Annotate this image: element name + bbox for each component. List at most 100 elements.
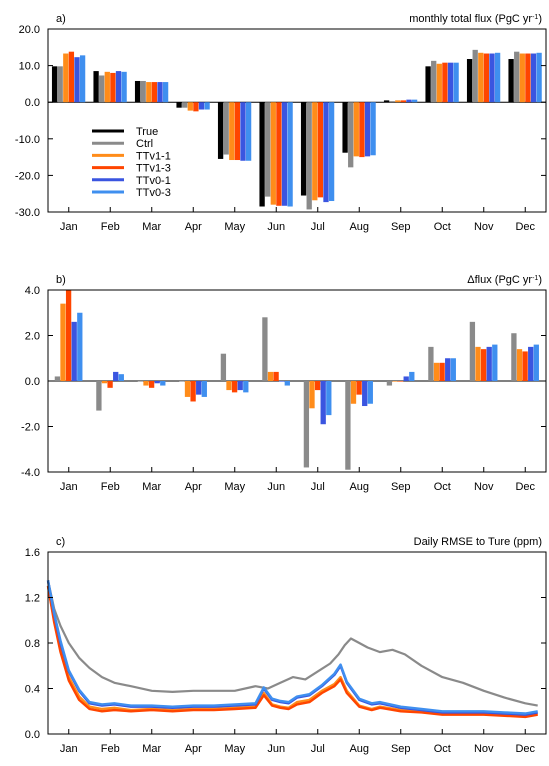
y-tick-label: -30.0: [15, 207, 40, 219]
lines: [46, 580, 538, 719]
y-tick-label: 20.0: [19, 24, 40, 36]
y-tick-label: -10.0: [15, 134, 40, 146]
bar-ttv1-3-sep: [397, 381, 404, 382]
bar-ctrl-apr: [179, 381, 185, 382]
legend-label: TTv1-3: [136, 163, 171, 175]
bar-ttv1-3-jan: [68, 51, 75, 103]
panel-title: Δflux (PgC yr-1): [467, 274, 542, 286]
bar-ttv1-3-feb: [110, 72, 116, 103]
x-tick-label: Jul: [311, 743, 325, 755]
panel-label: b): [56, 274, 66, 286]
x-tick-label: Apr: [185, 743, 202, 755]
bar-ttv0-3-sep: [409, 371, 415, 381]
bar-true-jun: [259, 102, 265, 207]
bar-ttv1-1-mar: [143, 381, 149, 386]
y-tick-label: -2.0: [21, 422, 40, 434]
bar-ttv1-1-nov: [478, 52, 484, 103]
bar-ttv1-3-jul: [317, 102, 324, 198]
bar-ttv1-1-jun: [267, 371, 274, 381]
bar-true-dec: [508, 59, 514, 103]
x-tick-label: Sep: [391, 221, 411, 233]
bar-ttv1-1-jul: [312, 102, 318, 201]
bar-true-feb: [93, 71, 99, 103]
bar-true-may: [217, 102, 224, 159]
bar-ctrl-sep: [386, 381, 393, 386]
bar-ttv0-3-aug: [370, 102, 376, 156]
bar-ttv1-3-jun: [273, 371, 279, 381]
bar-ttv0-1-feb: [115, 71, 122, 103]
bar-ttv1-1-feb: [104, 71, 110, 103]
bar-ctrl-jan: [57, 66, 63, 103]
bar-ctrl-nov: [472, 49, 478, 103]
x-tick-label: May: [224, 743, 245, 755]
bar-ttv0-1-feb: [113, 371, 119, 381]
x-tick-label: Apr: [185, 221, 202, 233]
x-tick-label: Jun: [267, 743, 285, 755]
bar-ttv0-1-nov: [489, 53, 495, 103]
bars: [51, 49, 542, 210]
x-tick-label: Feb: [101, 221, 120, 233]
bar-ttv0-1-dec: [528, 346, 534, 381]
bar-ttv0-1-jul: [320, 381, 326, 425]
x-tick-label: Mar: [142, 481, 161, 493]
bar-ttv0-3-jun: [284, 381, 290, 386]
x-tick-label: Jul: [311, 221, 325, 233]
y-tick-label: 0.0: [25, 376, 40, 388]
bar-ttv0-1-sep: [403, 376, 409, 381]
bar-ttv0-1-nov: [486, 346, 492, 381]
y-tick-label: 10.0: [19, 61, 40, 73]
bar-ttv1-1-may: [229, 102, 235, 161]
bar-ctrl-jan: [54, 376, 61, 381]
y-tick-label: 1.2: [25, 593, 40, 605]
bar-ttv0-3-dec: [533, 344, 539, 381]
bar-ttv0-1-apr: [198, 102, 205, 110]
bar-ctrl-mar: [140, 80, 146, 103]
bar-ttv1-1-oct: [436, 63, 442, 103]
bar-ttv0-3-jul: [328, 102, 335, 202]
bar-ttv0-3-apr: [204, 102, 210, 110]
x-tick-label: Oct: [434, 221, 451, 233]
x-tick-label: Nov: [474, 221, 494, 233]
x-tick-label: Jul: [311, 481, 325, 493]
x-tick-label: Sep: [391, 481, 411, 493]
bar-ttv0-1-apr: [196, 381, 202, 395]
bar-true-jan: [51, 66, 58, 103]
bar-ttv1-3-nov: [480, 349, 487, 381]
x-tick-label: Dec: [515, 481, 535, 493]
legend-label: TTv0-3: [136, 187, 171, 199]
bar-ctrl-feb: [99, 75, 105, 103]
bar-ctrl-nov: [469, 321, 476, 381]
bar-ttv0-1-dec: [530, 53, 537, 103]
bar-ttv0-1-aug: [364, 102, 371, 157]
bar-ttv0-3-jun: [287, 102, 293, 207]
x-tick-label: Oct: [434, 743, 451, 755]
x-tick-label: Aug: [349, 481, 369, 493]
bar-ttv1-1-apr: [184, 381, 191, 397]
line-ttv0-1: [46, 580, 538, 716]
bar-ttv1-1-jan: [60, 303, 66, 381]
bar-ctrl-oct: [431, 60, 437, 103]
bar-ttv0-1-aug: [362, 381, 368, 407]
y-tick-label: 0.8: [25, 638, 40, 650]
panel-a-monthly-total-flux: a) monthly total flux (PgC yr-1) 20.0 10.0 0…: [15, 13, 547, 233]
line-ttv0-3: [46, 580, 538, 715]
y-tick-label: -4.0: [21, 467, 40, 479]
x-tick-label: Mar: [142, 221, 161, 233]
bar-ttv1-3-oct: [442, 62, 448, 103]
bar-ttv0-3-may: [243, 381, 249, 393]
bar-ttv0-1-jun: [281, 102, 288, 206]
legend-label: TTv0-1: [136, 175, 171, 187]
bar-ttv1-3-mar: [151, 82, 158, 103]
bar-ttv1-1-sep: [395, 100, 401, 103]
bar-ttv0-3-dec: [536, 52, 542, 103]
x-tick-label: Apr: [185, 481, 202, 493]
bar-ttv1-3-jun: [276, 102, 282, 206]
line-ttv1-1: [46, 585, 538, 717]
x-tick-label: Oct: [434, 481, 451, 493]
bar-ttv0-3-oct: [450, 358, 456, 381]
bar-ttv1-1-apr: [187, 102, 193, 111]
bar-ttv1-3-jul: [314, 381, 321, 391]
panel-title-main: monthly total flux (PgC yr: [409, 13, 532, 25]
bar-ttv1-3-apr: [193, 102, 199, 112]
